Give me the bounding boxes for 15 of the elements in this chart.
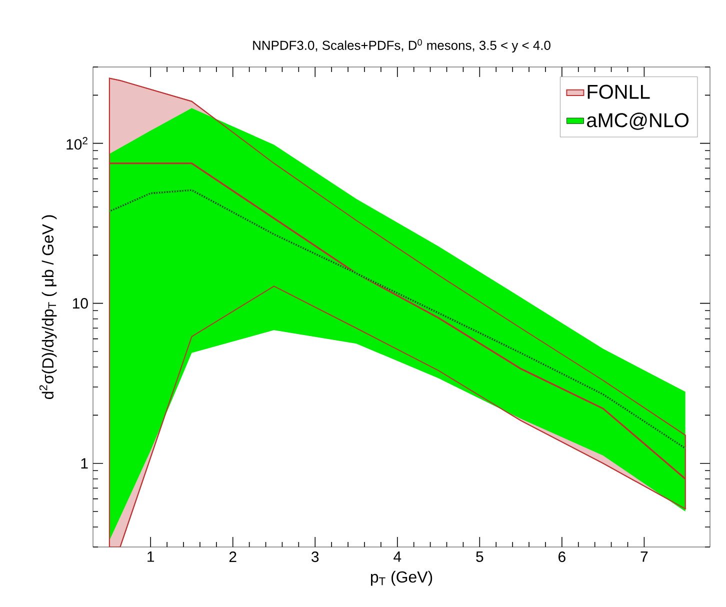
- x-tick-label: 2: [229, 552, 236, 562]
- y-tick-label: 10$^{2}$: [66, 137, 88, 150]
- legend-label: aMC@NLO: [587, 112, 688, 130]
- y-tick-label: 1: [81, 458, 88, 468]
- chart-title: NNPDF3.0, Scales+PDFs, D$^{0}$ mesons, 3.5 < y < 4.0: [253, 39, 550, 52]
- x-tick-label: 1: [148, 552, 154, 562]
- y-tick-label: 10: [73, 298, 88, 309]
- x-tick-label: 3: [312, 552, 319, 562]
- x-axis-title: p$_{T}$ (GeV): [370, 570, 432, 586]
- y-axis-title: d$^{2}$σ(D)/dy/dp$_{T}$ ( μb / GeV ): [39, 215, 57, 400]
- x-tick-label: 7: [640, 552, 648, 562]
- x-tick-label: 6: [558, 552, 566, 562]
- x-tick-label: 5: [476, 552, 484, 562]
- x-tick-label: 4: [394, 552, 402, 562]
- legend-label: FONLL: [588, 84, 650, 99]
